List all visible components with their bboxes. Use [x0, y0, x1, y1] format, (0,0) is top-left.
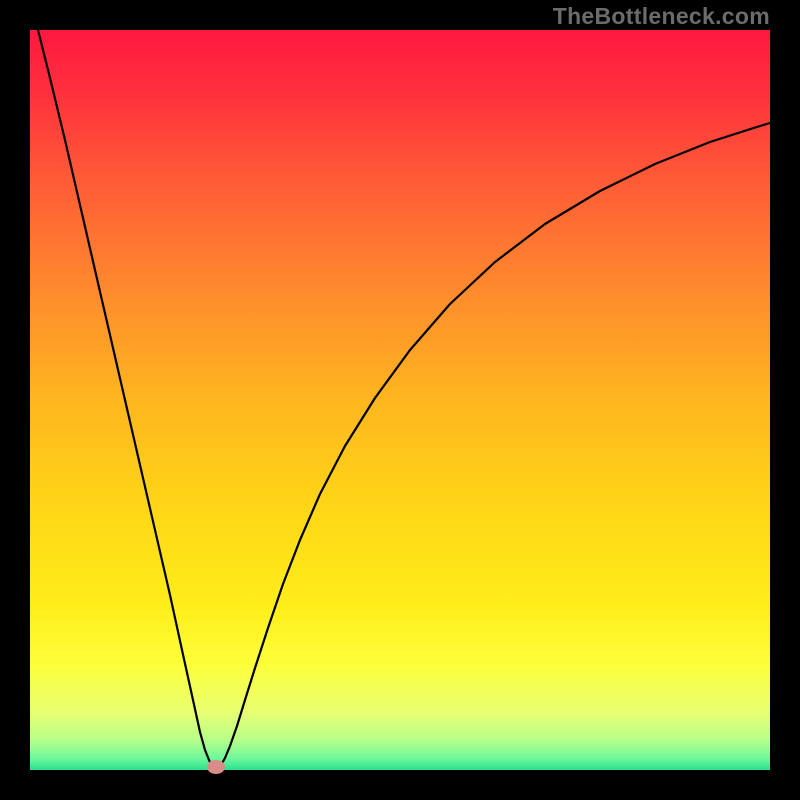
chart-container: TheBottleneck.com [0, 0, 800, 800]
optimum-marker [207, 760, 225, 774]
bottleneck-curve [38, 30, 770, 769]
watermark-text: TheBottleneck.com [553, 3, 770, 30]
curve-layer [0, 0, 800, 800]
